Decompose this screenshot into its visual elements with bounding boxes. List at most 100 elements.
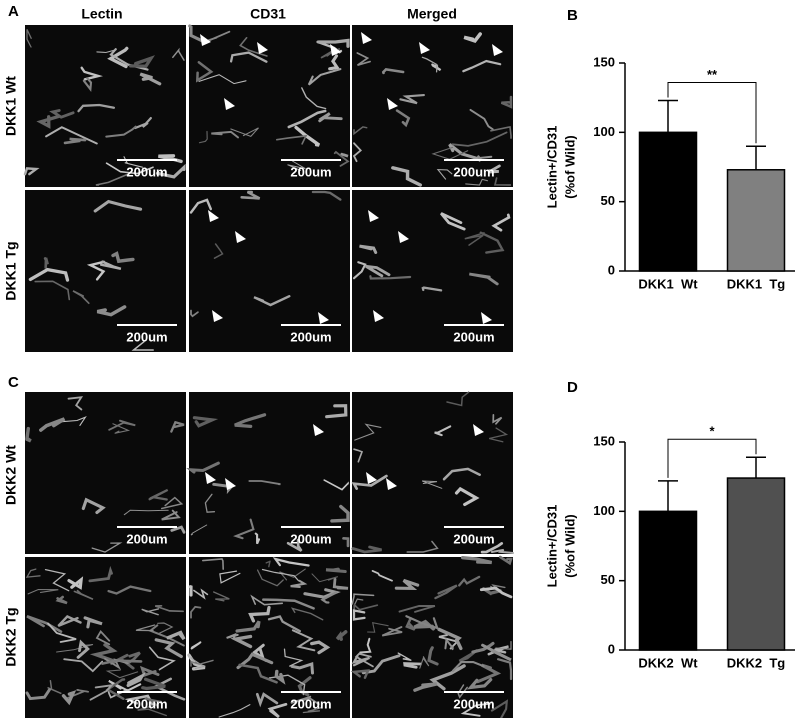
scale-bar-label: 200um <box>126 164 167 179</box>
vessel <box>95 630 111 646</box>
scale-bar-label: 200um <box>290 531 331 546</box>
vessel <box>211 130 239 139</box>
vessel <box>188 24 204 43</box>
vessel <box>39 417 66 432</box>
vessel <box>469 272 499 286</box>
micrograph: 200um <box>187 557 350 718</box>
vessel <box>359 244 378 254</box>
panel-label: B <box>567 7 578 24</box>
vessel <box>83 616 103 629</box>
vessel <box>335 630 348 641</box>
vessel <box>421 286 443 292</box>
vessel <box>431 146 469 160</box>
vessel <box>49 109 75 119</box>
arrowhead <box>212 310 223 322</box>
vessel <box>89 643 118 664</box>
vessel <box>160 496 184 510</box>
vessel <box>487 164 501 174</box>
vessel <box>311 573 338 583</box>
significance-label: * <box>709 424 715 439</box>
vessel <box>86 260 106 281</box>
bar <box>638 131 698 272</box>
column-header: CD31 <box>250 6 286 22</box>
vessel <box>154 638 183 659</box>
vessel <box>137 703 167 717</box>
vessel <box>325 404 348 419</box>
vessel <box>55 595 68 605</box>
image-background <box>352 25 513 187</box>
vessel <box>436 169 453 180</box>
vessel <box>72 290 90 305</box>
arrowhead <box>398 231 409 243</box>
vessel <box>107 46 129 69</box>
vessel <box>135 624 156 632</box>
vessel <box>148 646 176 671</box>
vessel <box>316 38 350 48</box>
vessel <box>481 643 512 662</box>
y-tick-label: 50 <box>601 572 615 587</box>
vessel <box>460 702 491 717</box>
vessel <box>262 598 315 610</box>
vessel <box>96 49 117 54</box>
y-tick-label: 50 <box>601 193 615 208</box>
image-background <box>189 25 350 187</box>
vessel <box>189 198 212 214</box>
vessel <box>166 630 186 641</box>
y-tick-label: 100 <box>593 503 615 518</box>
vessel <box>371 570 393 582</box>
vessel <box>490 699 509 718</box>
vessel <box>290 607 324 621</box>
scale-bar-label: 200um <box>290 696 331 711</box>
vessel <box>141 677 166 691</box>
vessel <box>265 560 271 568</box>
vessel <box>155 163 186 179</box>
vessel <box>354 652 374 668</box>
vessel <box>290 579 308 588</box>
image-background <box>25 392 186 554</box>
vessel <box>458 575 481 587</box>
vessel <box>190 659 214 667</box>
panel-label: C <box>8 374 19 391</box>
vessel <box>95 173 129 186</box>
vessel <box>25 426 32 443</box>
vessel <box>219 570 241 584</box>
vessel <box>267 702 288 718</box>
vessel <box>442 467 481 481</box>
arrowhead <box>386 478 397 490</box>
vessel <box>294 125 321 147</box>
scale-bar-label: 200um <box>290 329 331 344</box>
vessel <box>170 420 185 433</box>
vessel <box>195 61 214 83</box>
vessel <box>332 577 349 590</box>
y-axis-label: (%of Wild) <box>562 514 577 577</box>
vessel <box>112 423 131 434</box>
vessel <box>460 556 493 565</box>
vessel <box>351 474 388 490</box>
vessel <box>190 309 199 318</box>
vessel <box>405 615 439 630</box>
vessel <box>107 585 152 595</box>
micrograph: 200um <box>351 391 514 554</box>
vessel <box>476 663 502 684</box>
arrowhead <box>257 42 268 54</box>
x-tick-label: DKK2 Tg <box>727 655 786 670</box>
y-axis-label: Lectin+/CD31 <box>544 505 559 588</box>
row-label: DKK1 Tg <box>3 241 19 300</box>
arrowhead <box>481 312 492 324</box>
vessel <box>367 622 389 633</box>
vessel <box>469 108 494 131</box>
vessel <box>301 87 327 110</box>
micrograph: 200um <box>350 555 513 718</box>
vessel <box>323 479 349 491</box>
row-label: DKK2 Tg <box>3 607 19 666</box>
vessel <box>34 280 71 301</box>
vessel <box>500 95 513 109</box>
micrograph: 200um <box>23 25 186 187</box>
vessel <box>105 125 137 138</box>
vessel <box>350 669 370 679</box>
vessel <box>105 678 126 700</box>
vessel <box>330 504 350 523</box>
vessel <box>77 103 116 113</box>
scale-bar-label: 200um <box>453 164 494 179</box>
vessel <box>354 423 382 441</box>
